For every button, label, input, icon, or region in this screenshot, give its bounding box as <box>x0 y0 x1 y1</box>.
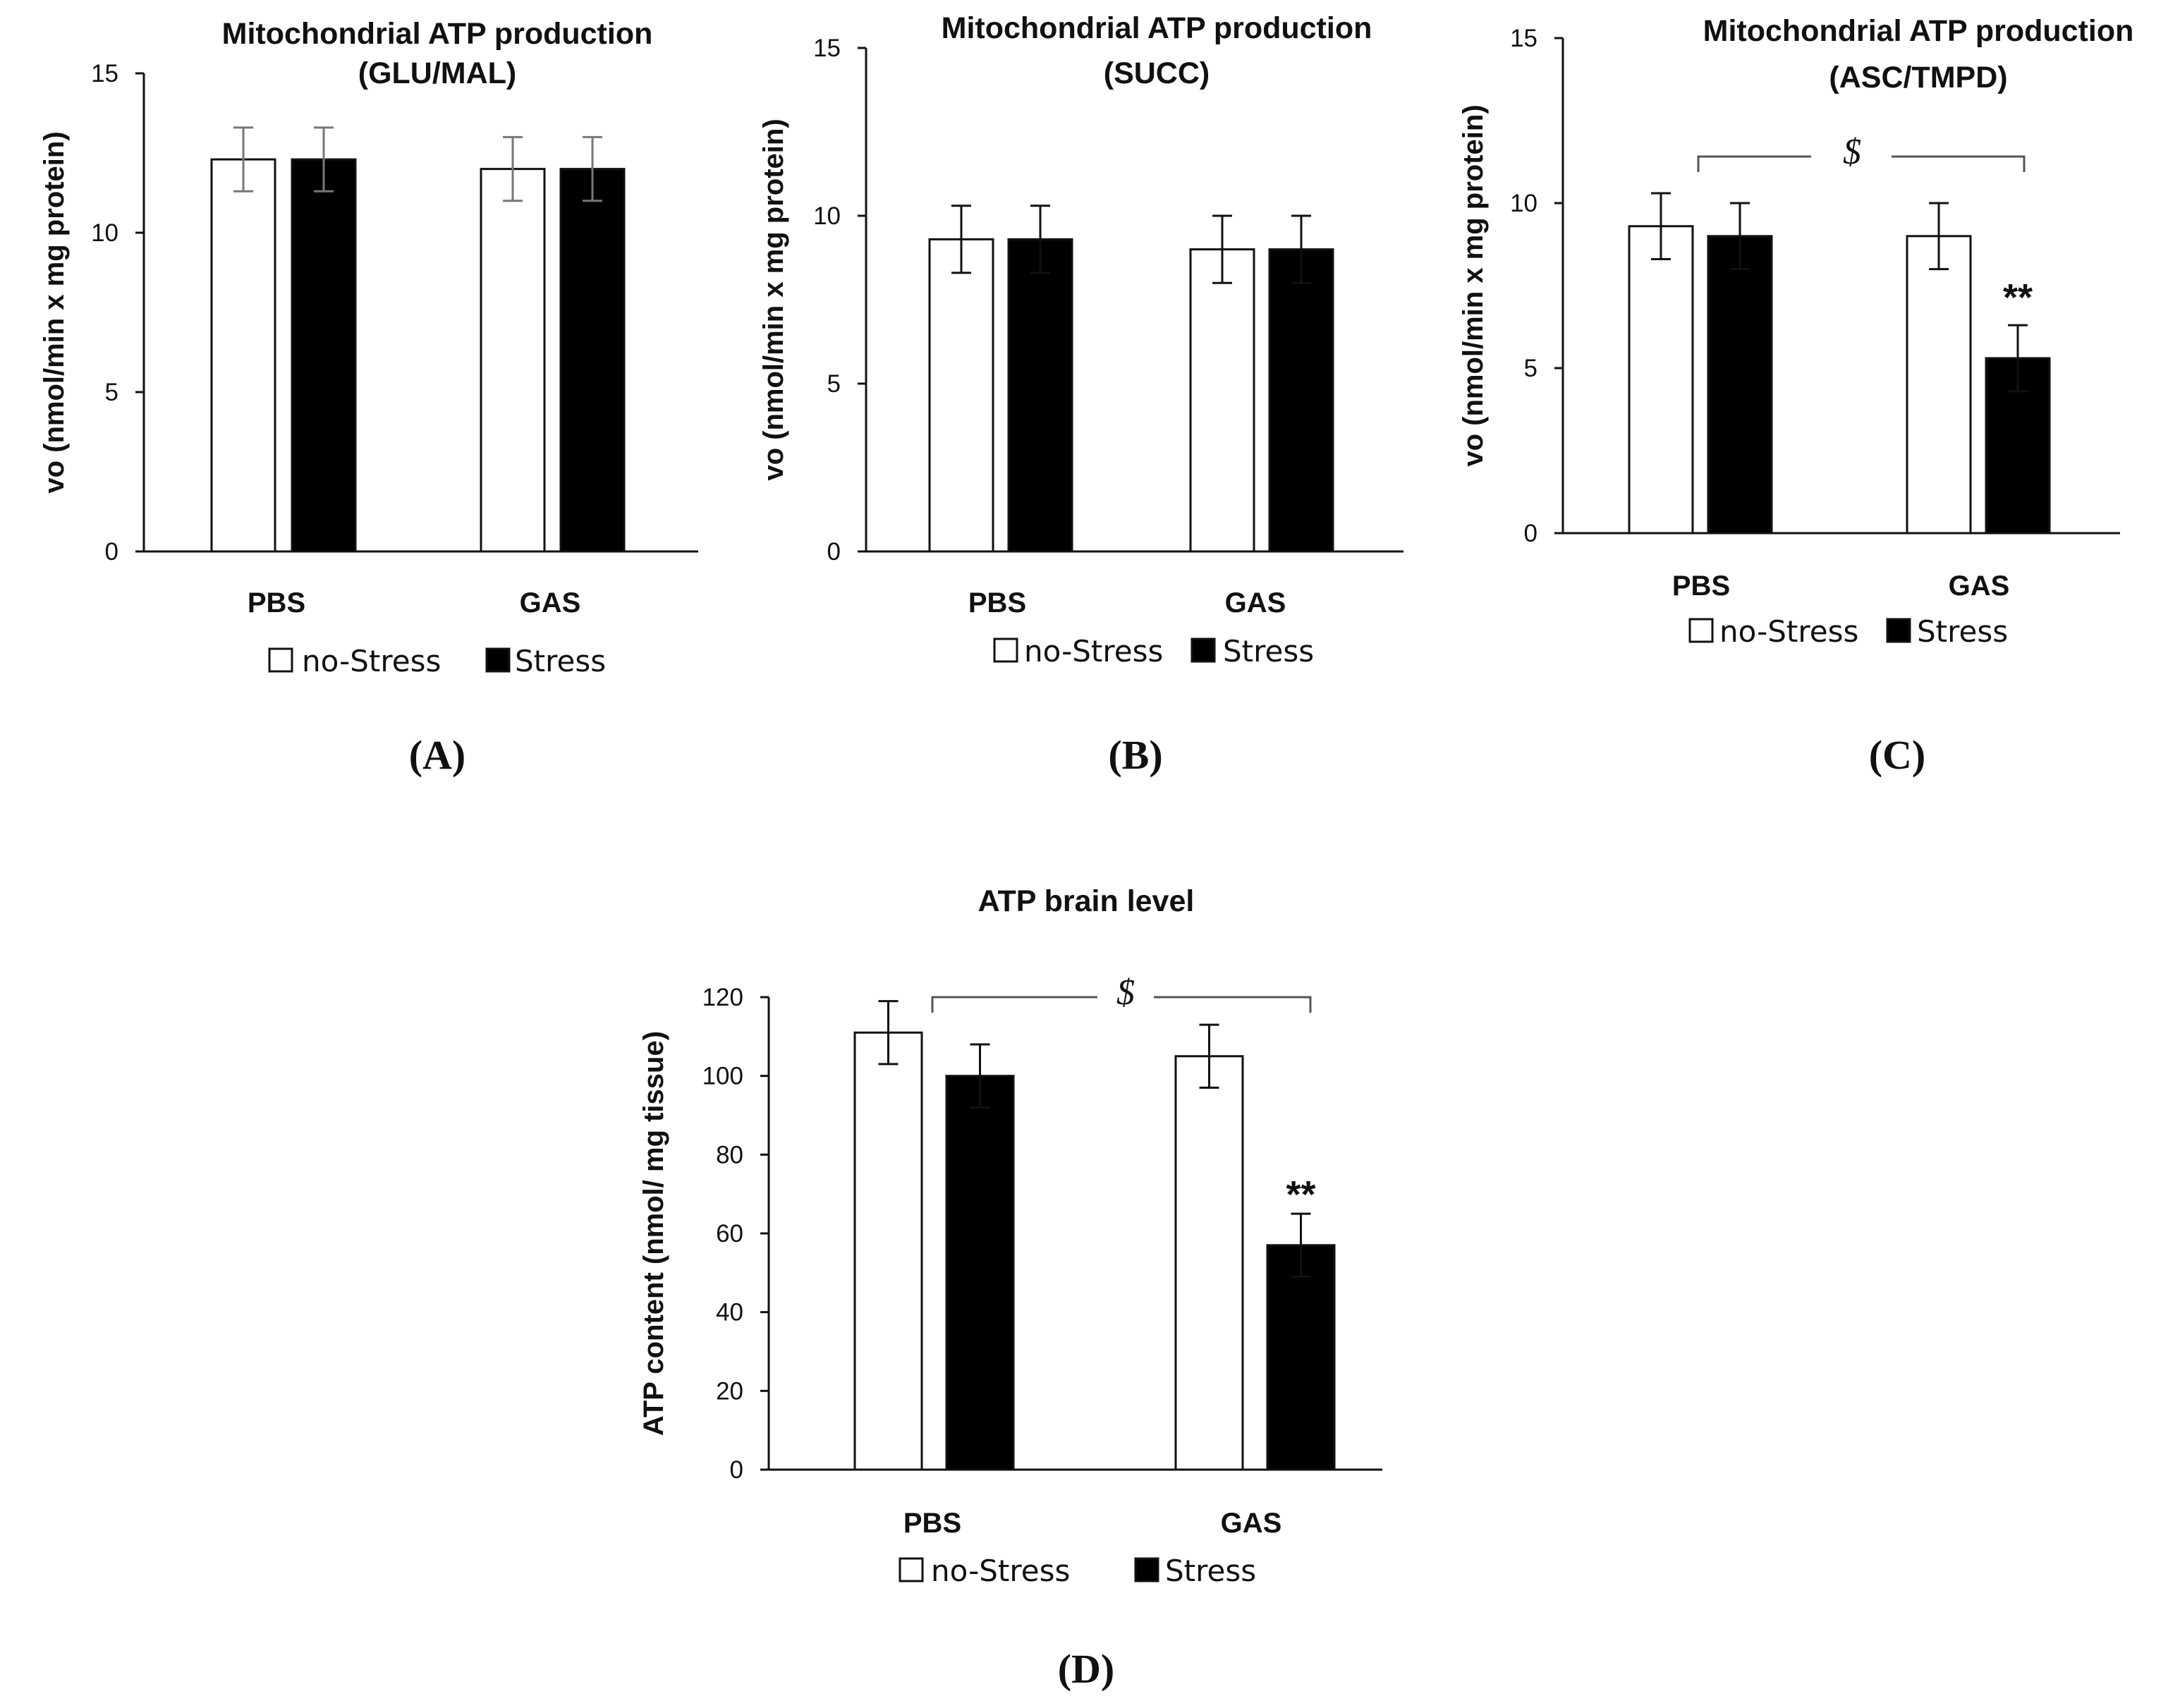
legend-label-stress: Stress <box>515 644 606 678</box>
y-axis-label: vo (nmol/min x mg protein) <box>1458 104 1489 466</box>
legend-swatch-stress <box>1886 618 1911 643</box>
panel-label: (B) <box>1108 732 1162 778</box>
y-axis-label: vo (nmol/min x mg protein) <box>758 118 789 480</box>
chart-title: ATP brain level <box>978 884 1195 918</box>
chart-subtitle: (SUCC) <box>1104 56 1210 90</box>
legend-swatch-stress <box>485 647 511 673</box>
x-category-label: GAS <box>1949 571 2010 602</box>
chart-title: Mitochondrial ATP production <box>1703 14 2134 48</box>
y-tick-label: 0 <box>730 1456 743 1484</box>
y-tick-label: 15 <box>91 60 118 87</box>
y-tick-label: 10 <box>1510 190 1537 217</box>
y-tick-label: 40 <box>716 1299 743 1326</box>
y-tick-label: 0 <box>827 538 841 566</box>
y-axis-label: ATP content (nmol/ mg tissue) <box>638 1031 669 1436</box>
legend-label-stress: Stress <box>1223 634 1314 669</box>
x-category-label: GAS <box>1221 1508 1282 1539</box>
chart-c: Mitochondrial ATP production (ASC/TMPD) vo… <box>1458 14 2133 778</box>
x-category-label: PBS <box>248 587 305 618</box>
bar-no-stress-pbs <box>853 1031 923 1471</box>
panel-label: (D) <box>1058 1646 1115 1692</box>
y-tick-label: 15 <box>813 35 841 62</box>
legend-label-stress: Stress <box>1165 1554 1256 1588</box>
bar-stress-gas <box>559 168 626 553</box>
legend-swatch-no-stress <box>268 647 293 673</box>
panel-label: (C) <box>1869 732 1926 778</box>
bracket-label: $ <box>1116 972 1135 1013</box>
y-axis-label: vo (nmol/min x mg protein) <box>39 131 70 493</box>
y-tick-label: 5 <box>1524 355 1537 382</box>
bar-stress-gas <box>1266 1244 1336 1471</box>
legend-swatch-no-stress <box>899 1557 924 1582</box>
chart-subtitle: (GLU/MAL) <box>358 56 517 90</box>
legend-label-stress: Stress <box>1917 614 2008 649</box>
bracket-label: $ <box>1843 132 1861 172</box>
bar-stress-gas <box>1268 248 1334 553</box>
bar-no-stress-pbs <box>1628 225 1694 535</box>
significance-bracket: $ <box>1697 132 2026 172</box>
chart-subtitle: (ASC/TMPD) <box>1829 61 2007 94</box>
bar-no-stress-gas <box>480 168 546 553</box>
y-tick-label: 10 <box>91 219 118 247</box>
legend-swatch-stress <box>1134 1557 1159 1582</box>
legend: no-Stress Stress <box>899 1554 1256 1588</box>
x-category-label: PBS <box>903 1508 961 1539</box>
bar-no-stress-gas <box>1189 248 1255 553</box>
y-tick-label: 100 <box>702 1063 743 1090</box>
bar-stress-pbs <box>291 158 357 553</box>
y-tick-label: 80 <box>716 1141 743 1169</box>
legend-label-no-stress: no-Stress <box>1719 614 1858 649</box>
y-tick-label: 5 <box>827 370 841 398</box>
significance-marker: ** <box>2003 276 2033 319</box>
bar-no-stress-gas <box>1906 235 1972 535</box>
legend-swatch-stress <box>1191 638 1216 663</box>
bar-stress-pbs <box>945 1075 1015 1471</box>
bar-no-stress-gas <box>1174 1055 1244 1471</box>
bracket-left <box>1697 155 1811 172</box>
y-tick-label: 60 <box>716 1220 743 1248</box>
y-tick-label: 0 <box>1524 520 1537 547</box>
bar-stress-pbs <box>1007 238 1073 553</box>
x-category-label: PBS <box>968 587 1026 618</box>
x-category-label: PBS <box>1672 571 1730 602</box>
legend-label-no-stress: no-Stress <box>1024 634 1163 669</box>
significance-bracket: $ <box>931 972 1312 1013</box>
x-category-label: GAS <box>520 587 581 618</box>
y-tick-label: 5 <box>105 379 118 406</box>
y-tick-label: 15 <box>1510 25 1537 52</box>
y-tick-label: 20 <box>716 1377 743 1405</box>
bracket-right <box>1892 155 2026 172</box>
y-tick-label: 120 <box>702 984 743 1011</box>
legend-label-no-stress: no-Stress <box>931 1554 1070 1588</box>
significance-marker: ** <box>1286 1173 1315 1216</box>
y-tick-label: 10 <box>813 202 841 230</box>
bracket-left <box>931 996 1097 1013</box>
chart-a: Mitochondrial ATP production (GLU/MAL) vo … <box>39 17 698 778</box>
x-category-label: GAS <box>1225 587 1286 618</box>
bar-no-stress-pbs <box>928 238 994 553</box>
legend-label-no-stress: no-Stress <box>302 644 441 678</box>
chart-title: Mitochondrial ATP production <box>222 17 653 51</box>
bracket-right <box>1154 996 1312 1013</box>
legend: no-Stress Stress <box>268 644 606 678</box>
legend: no-Stress Stress <box>993 634 1314 669</box>
panel-label: (A) <box>409 732 466 778</box>
legend: no-Stress Stress <box>1688 614 2008 649</box>
bar-stress-pbs <box>1707 235 1773 535</box>
legend-swatch-no-stress <box>993 638 1018 663</box>
chart-b: Mitochondrial ATP production (SUCC) vo (nm… <box>758 11 1403 778</box>
y-tick-label: 0 <box>105 538 118 566</box>
legend-swatch-no-stress <box>1688 618 1714 643</box>
chart-title: Mitochondrial ATP production <box>942 11 1372 45</box>
chart-d: ATP brain level ATP content (nmol/ mg tis… <box>638 884 1382 1692</box>
bar-no-stress-pbs <box>210 158 276 553</box>
